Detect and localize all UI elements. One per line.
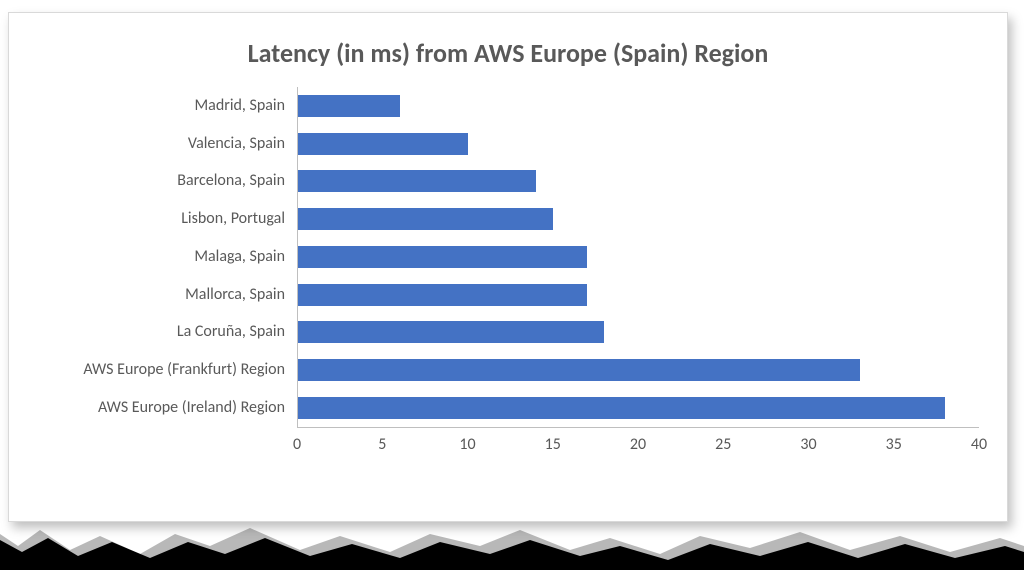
x-axis-tick: 25 bbox=[715, 435, 731, 454]
torn-edge-decoration bbox=[0, 516, 1024, 570]
y-axis-labels: Madrid, Spain Valencia, Spain Barcelona, S… bbox=[37, 87, 297, 427]
bar bbox=[298, 133, 468, 155]
bar bbox=[298, 359, 860, 381]
bar bbox=[298, 246, 587, 268]
chart-title: Latency (in ms) from AWS Europe (Spain) … bbox=[37, 37, 979, 69]
bar bbox=[298, 170, 536, 192]
x-axis-ticks: 0510152025303540 bbox=[297, 435, 979, 455]
bar bbox=[298, 321, 604, 343]
bar bbox=[298, 397, 945, 419]
y-axis-label: Malaga, Spain bbox=[194, 249, 285, 265]
x-axis-tick: 15 bbox=[545, 435, 561, 454]
bars-container: 0510152025303540 bbox=[297, 87, 979, 467]
x-axis-tick: 5 bbox=[378, 435, 386, 454]
x-axis-tick: 30 bbox=[800, 435, 816, 454]
y-axis-label: La Coruña, Spain bbox=[177, 324, 285, 340]
y-axis-label: Lisbon, Portugal bbox=[181, 211, 285, 227]
bar bbox=[298, 284, 587, 306]
x-axis-tick: 0 bbox=[293, 435, 301, 454]
x-axis-tick: 35 bbox=[886, 435, 902, 454]
page: Latency (in ms) from AWS Europe (Spain) … bbox=[0, 0, 1024, 570]
y-axis-label: Barcelona, Spain bbox=[177, 173, 285, 189]
y-axis-label: AWS Europe (Ireland) Region bbox=[98, 400, 285, 416]
bar bbox=[298, 95, 400, 117]
x-axis-line bbox=[297, 427, 979, 428]
x-axis-tick: 20 bbox=[630, 435, 646, 454]
plot-area: Madrid, Spain Valencia, Spain Barcelona, S… bbox=[37, 87, 979, 467]
bar bbox=[298, 208, 553, 230]
y-axis-label: Valencia, Spain bbox=[188, 136, 285, 152]
bars-column bbox=[297, 87, 979, 427]
y-axis-label: Mallorca, Spain bbox=[185, 287, 285, 303]
y-axis-label: AWS Europe (Frankfurt) Region bbox=[83, 362, 285, 378]
x-axis-tick: 40 bbox=[971, 435, 987, 454]
x-axis-tick: 10 bbox=[459, 435, 475, 454]
y-axis-label: Madrid, Spain bbox=[194, 98, 285, 114]
chart-card: Latency (in ms) from AWS Europe (Spain) … bbox=[8, 12, 1008, 522]
